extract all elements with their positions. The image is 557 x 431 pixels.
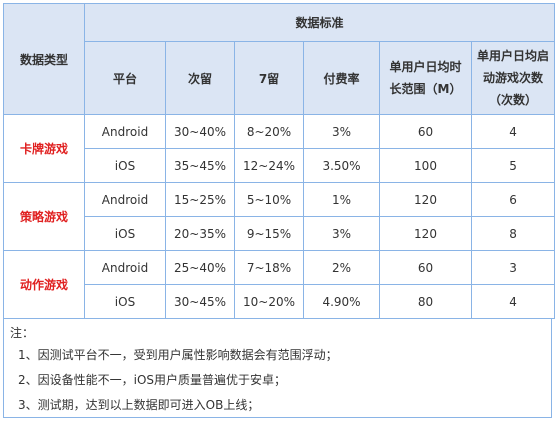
d7-cell: 5~10% (234, 182, 304, 217)
note-item: 3、测试期，达到以上数据即可进入OB上线； (18, 398, 260, 412)
d1-cell: 20~35% (165, 216, 235, 251)
header-d7-retention: 7留 (234, 41, 304, 115)
d7-cell: 9~15% (234, 216, 304, 251)
daily-launches-cell: 4 (470, 114, 556, 149)
pay-rate-cell: 4.90% (303, 284, 380, 319)
platform-cell: Android (84, 182, 166, 217)
daily-time-cell: 100 (379, 148, 472, 183)
pay-rate-cell: 3% (303, 114, 380, 149)
header-data-standard: 数据标准 (83, 3, 556, 42)
header-row-top: 数据类型 数据标准 (3, 3, 556, 115)
notes-box: 注： 1、因测试平台不一，受到用户属性影响数据会有范围浮动； 2、因设备性能不一… (3, 319, 552, 418)
table-row: iOS 30~45% 10~20% 4.90% 80 4 (4, 284, 556, 319)
header-data-type: 数据类型 (3, 3, 85, 115)
pay-rate-cell: 3% (303, 216, 380, 251)
category-label: 卡牌游戏 (3, 114, 85, 183)
daily-launches-cell: 6 (470, 182, 556, 217)
d1-cell: 35~45% (165, 148, 235, 183)
daily-time-cell: 80 (379, 284, 472, 319)
pay-rate-cell: 3.50% (303, 148, 380, 183)
table-row: 动作游戏 Android 25~40% 7~18% 2% 60 3 (3, 250, 556, 319)
header-d1-retention: 次留 (165, 41, 235, 115)
header-pay-rate: 付费率 (303, 41, 380, 115)
pay-rate-cell: 1% (303, 182, 380, 217)
d1-cell: 30~40% (165, 114, 235, 149)
daily-time-cell: 120 (379, 216, 472, 251)
daily-launches-cell: 8 (470, 216, 556, 251)
pay-rate-cell: 2% (303, 250, 380, 285)
notes-title: 注： (10, 326, 35, 340)
table-row: iOS 20~35% 9~15% 3% 120 8 (4, 216, 556, 251)
daily-time-cell: 60 (379, 114, 472, 149)
platform-cell: Android (84, 114, 166, 149)
header-daily-launches: 单用户日均启动游戏次数（次数） (470, 41, 556, 115)
header-platform: 平台 (84, 41, 166, 115)
d7-cell: 10~20% (234, 284, 304, 319)
daily-time-cell: 120 (379, 182, 472, 217)
page: 数据类型 数据标准 平台 次留 7留 付费率 单用户日均时长范围（M） 单用户日… (3, 3, 556, 418)
platform-cell: iOS (84, 216, 166, 251)
category-label: 动作游戏 (3, 250, 85, 319)
table-row: 卡牌游戏 Android 30~40% 8~20% 3% 60 4 (3, 114, 556, 183)
header-daily-time: 单用户日均时长范围（M） (379, 41, 472, 115)
d1-cell: 30~45% (165, 284, 235, 319)
header-row-sub: 平台 次留 7留 付费率 单用户日均时长范围（M） 单用户日均启动游戏次数（次数… (4, 41, 556, 115)
platform-cell: Android (84, 250, 166, 285)
table-row: iOS 35~45% 12~24% 3.50% 100 5 (4, 148, 556, 183)
note-item: 1、因测试平台不一，受到用户属性影响数据会有范围浮动； (18, 348, 338, 362)
note-item: 2、因设备性能不一，iOS用户质量普遍优于安卓； (18, 373, 287, 387)
category-label: 策略游戏 (3, 182, 85, 251)
platform-cell: iOS (84, 148, 166, 183)
platform-cell: iOS (84, 284, 166, 319)
data-standard-table: 数据类型 数据标准 平台 次留 7留 付费率 单用户日均时长范围（M） 单用户日… (3, 3, 556, 319)
d1-cell: 25~40% (165, 250, 235, 285)
daily-launches-cell: 3 (470, 250, 556, 285)
daily-launches-cell: 5 (470, 148, 556, 183)
daily-time-cell: 60 (379, 250, 472, 285)
daily-launches-cell: 4 (470, 284, 556, 319)
d7-cell: 7~18% (234, 250, 304, 285)
d7-cell: 12~24% (234, 148, 304, 183)
d7-cell: 8~20% (234, 114, 304, 149)
table-row: 策略游戏 Android 15~25% 5~10% 1% 120 6 (3, 182, 556, 251)
d1-cell: 15~25% (165, 182, 235, 217)
